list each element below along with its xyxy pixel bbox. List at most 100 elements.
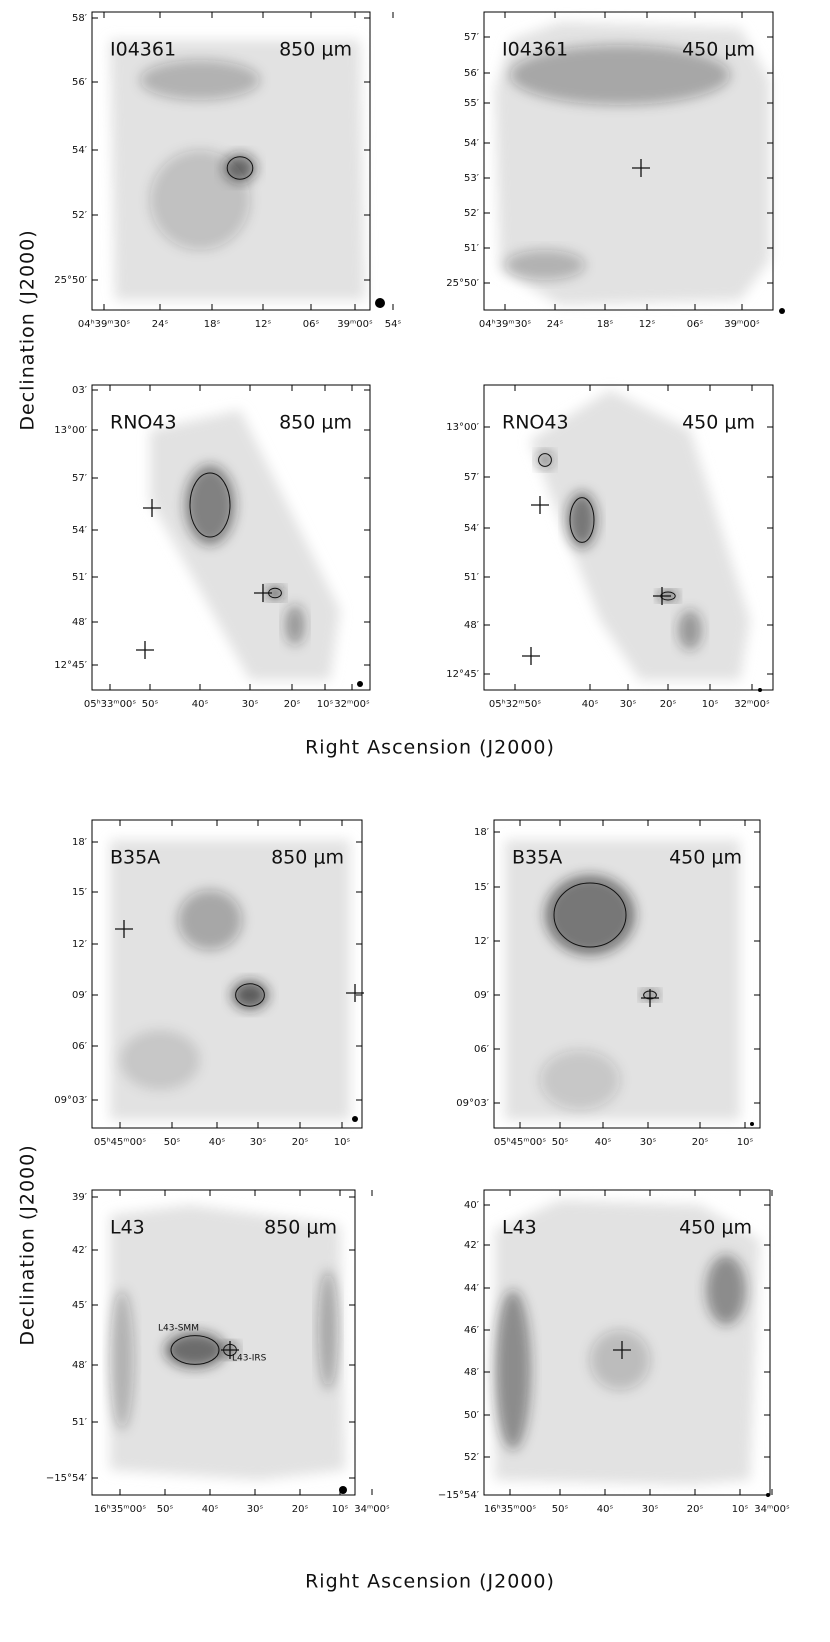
emission — [678, 610, 702, 650]
contour — [553, 882, 627, 948]
emission — [232, 981, 268, 1009]
y-tick-label: 46′ — [464, 1325, 480, 1336]
x-tick-label: 06ˢ — [687, 319, 704, 330]
source-cross — [522, 647, 540, 665]
x-tick-label: 40ˢ — [192, 699, 209, 710]
x-tick-label: 39ᵐ00ˢ — [724, 319, 760, 330]
beam — [357, 681, 363, 687]
y-tick-label: 13°00′ — [446, 422, 479, 433]
y-axis-label: Declination (J2000) — [17, 229, 39, 430]
emission — [567, 492, 597, 548]
source-cross — [653, 587, 671, 605]
y-tick-label: 51′ — [464, 243, 480, 254]
source-name: B35A — [110, 847, 160, 869]
x-tick-label: 40ˢ — [209, 1137, 226, 1148]
emission — [510, 45, 730, 105]
x-tick-label: 40ˢ — [595, 1137, 612, 1148]
map-frame — [483, 11, 774, 311]
x-tick-label: 50ˢ — [164, 1137, 181, 1148]
y-tick-label: 09°03′ — [456, 1098, 489, 1109]
y-tick-label: 48′ — [464, 620, 480, 631]
y-tick-label: 54′ — [464, 523, 480, 534]
y-tick-label: 09′ — [474, 990, 490, 1001]
y-tick-label: 48′ — [72, 1360, 88, 1371]
y-tick-label: 52′ — [464, 1452, 480, 1463]
x-tick-label: 16ʰ35ᵐ00ˢ — [484, 1504, 536, 1515]
contour — [538, 453, 552, 467]
contour — [189, 472, 231, 538]
emission — [110, 1290, 134, 1430]
source-name: RNO43 — [502, 412, 569, 434]
x-tick-label: 30ˢ — [247, 1504, 264, 1515]
y-tick-label: 09′ — [72, 990, 88, 1001]
x-tick-label: 40ˢ — [582, 699, 599, 710]
x-tick-label: 34ᵐ00ˢ — [754, 1504, 790, 1515]
emission — [505, 250, 585, 280]
emission — [495, 1290, 531, 1450]
source-name: L43 — [502, 1217, 537, 1239]
x-axis-label: Right Ascension (J2000) — [305, 737, 555, 759]
y-tick-label: 40′ — [464, 1200, 480, 1211]
x-tick-label: 50ˢ — [157, 1504, 174, 1515]
y-tick-label: 06′ — [474, 1044, 490, 1055]
y-tick-label: 03′ — [72, 385, 88, 396]
emission — [165, 1332, 225, 1368]
band-label: 450 μm — [669, 847, 742, 869]
band-label: 450 μm — [682, 412, 755, 434]
source-cross — [254, 584, 272, 602]
x-tick-label: 20ˢ — [660, 699, 677, 710]
map-frame — [91, 819, 363, 1129]
emission — [185, 465, 235, 545]
x-tick-label: 04ʰ39ᵐ30ˢ — [78, 319, 130, 330]
source-cross — [221, 1341, 239, 1359]
beam — [375, 298, 385, 308]
map-panel: L43 850 μm 39′ 42′ 45′ 48′ 51′ −15°54′ 16ʰ35ᵐ00ˢ… — [46, 1189, 390, 1515]
x-tick-label: 20ˢ — [284, 699, 301, 710]
band-label: 850 μm — [279, 412, 352, 434]
map-panel: L43 450 μm 40′ 42′ 44′ 46′ 48′ 50′ 52′ −15°54′ 16ʰ… — [438, 1189, 790, 1515]
x-tick-label: 30ˢ — [250, 1137, 267, 1148]
map-coverage — [530, 390, 750, 680]
x-tick-label: 10ˢ — [732, 1504, 749, 1515]
map-panel: B35A 450 μm 18′ 15′ 12′ 09′ 06′ 09°03′ 05ʰ45ᵐ00ˢ… — [456, 819, 761, 1148]
emission — [140, 60, 260, 100]
x-tick-label: 39ᵐ00ˢ — [337, 319, 373, 330]
x-tick-label: 10ˢ — [702, 699, 719, 710]
x-tick-label: 05ʰ32ᵐ50ˢ — [489, 699, 541, 710]
map-frame — [91, 11, 371, 311]
x-tick-label: 40ˢ — [202, 1504, 219, 1515]
y-tick-label: 15′ — [72, 887, 88, 898]
y-tick-label: 42′ — [464, 1240, 480, 1251]
x-tick-label: 10ˢ — [332, 1504, 349, 1515]
y-tick-label: 52′ — [464, 208, 480, 219]
x-tick-label: 05ʰ33ᵐ00ˢ — [84, 699, 136, 710]
y-tick-label: 54′ — [72, 525, 88, 536]
y-tick-label: 09°03′ — [54, 1095, 87, 1106]
y-tick-label: −15°54′ — [438, 1490, 480, 1501]
x-tick-label: 32ᵐ00ˢ — [734, 699, 770, 710]
x-tick-label: 12ˢ — [255, 319, 272, 330]
source-name: I04361 — [110, 39, 176, 61]
contour — [569, 497, 595, 543]
y-axis-label: Declination (J2000) — [17, 1144, 39, 1345]
y-tick-label: 55′ — [464, 98, 480, 109]
x-tick-label: 54ˢ — [385, 319, 402, 330]
source-name: L43 — [110, 1217, 145, 1239]
emission — [267, 587, 283, 599]
x-tick-label: 10ˢ — [334, 1137, 351, 1148]
source-name: I04361 — [502, 39, 568, 61]
y-tick-label: 51′ — [464, 572, 480, 583]
beam — [779, 308, 785, 314]
band-label: 850 μm — [264, 1217, 337, 1239]
map-coverage — [110, 1205, 345, 1480]
source-cross — [346, 984, 364, 1002]
map-frame — [483, 1189, 771, 1496]
y-tick-label: 57′ — [464, 32, 480, 43]
x-tick-label: 18ˢ — [597, 319, 614, 330]
annotation: L43-IRS — [232, 1354, 267, 1364]
emission — [285, 605, 305, 645]
band-label: 850 μm — [271, 847, 344, 869]
band-label: 850 μm — [279, 39, 352, 61]
map-frame — [91, 1189, 356, 1496]
